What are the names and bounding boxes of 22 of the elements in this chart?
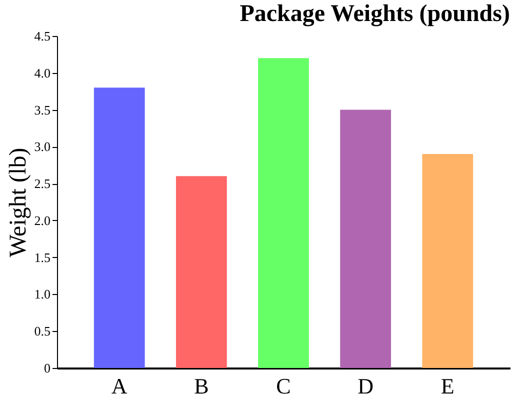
y-tick-label: 1.0: [34, 286, 50, 302]
bar: [258, 58, 309, 368]
y-tick-label: 3.0: [34, 139, 50, 154]
bar: [340, 110, 392, 368]
y-tick-label: 2.5: [34, 176, 50, 192]
y-tick-label: 2.0: [34, 212, 50, 228]
y-tick-label: 4.5: [34, 28, 50, 44]
y-tick-label: 4.0: [34, 65, 50, 80]
x-tick-label: A: [111, 374, 128, 398]
bar: [176, 176, 227, 368]
y-tick-label: 0: [44, 360, 50, 376]
y-tick-label: 1.5: [34, 250, 50, 265]
bar: [422, 154, 474, 368]
x-tick-label: E: [440, 374, 454, 398]
y-axis-title: Weight (lb): [5, 148, 32, 258]
x-tick-label: B: [194, 374, 209, 398]
bar: [94, 88, 145, 368]
x-tick-label: C: [276, 374, 291, 398]
x-tick-label: D: [358, 374, 374, 398]
y-tick-label: 3.5: [34, 102, 50, 118]
chart-title: Package Weights (pounds): [240, 1, 510, 27]
y-tick-label: 0.5: [34, 324, 50, 339]
